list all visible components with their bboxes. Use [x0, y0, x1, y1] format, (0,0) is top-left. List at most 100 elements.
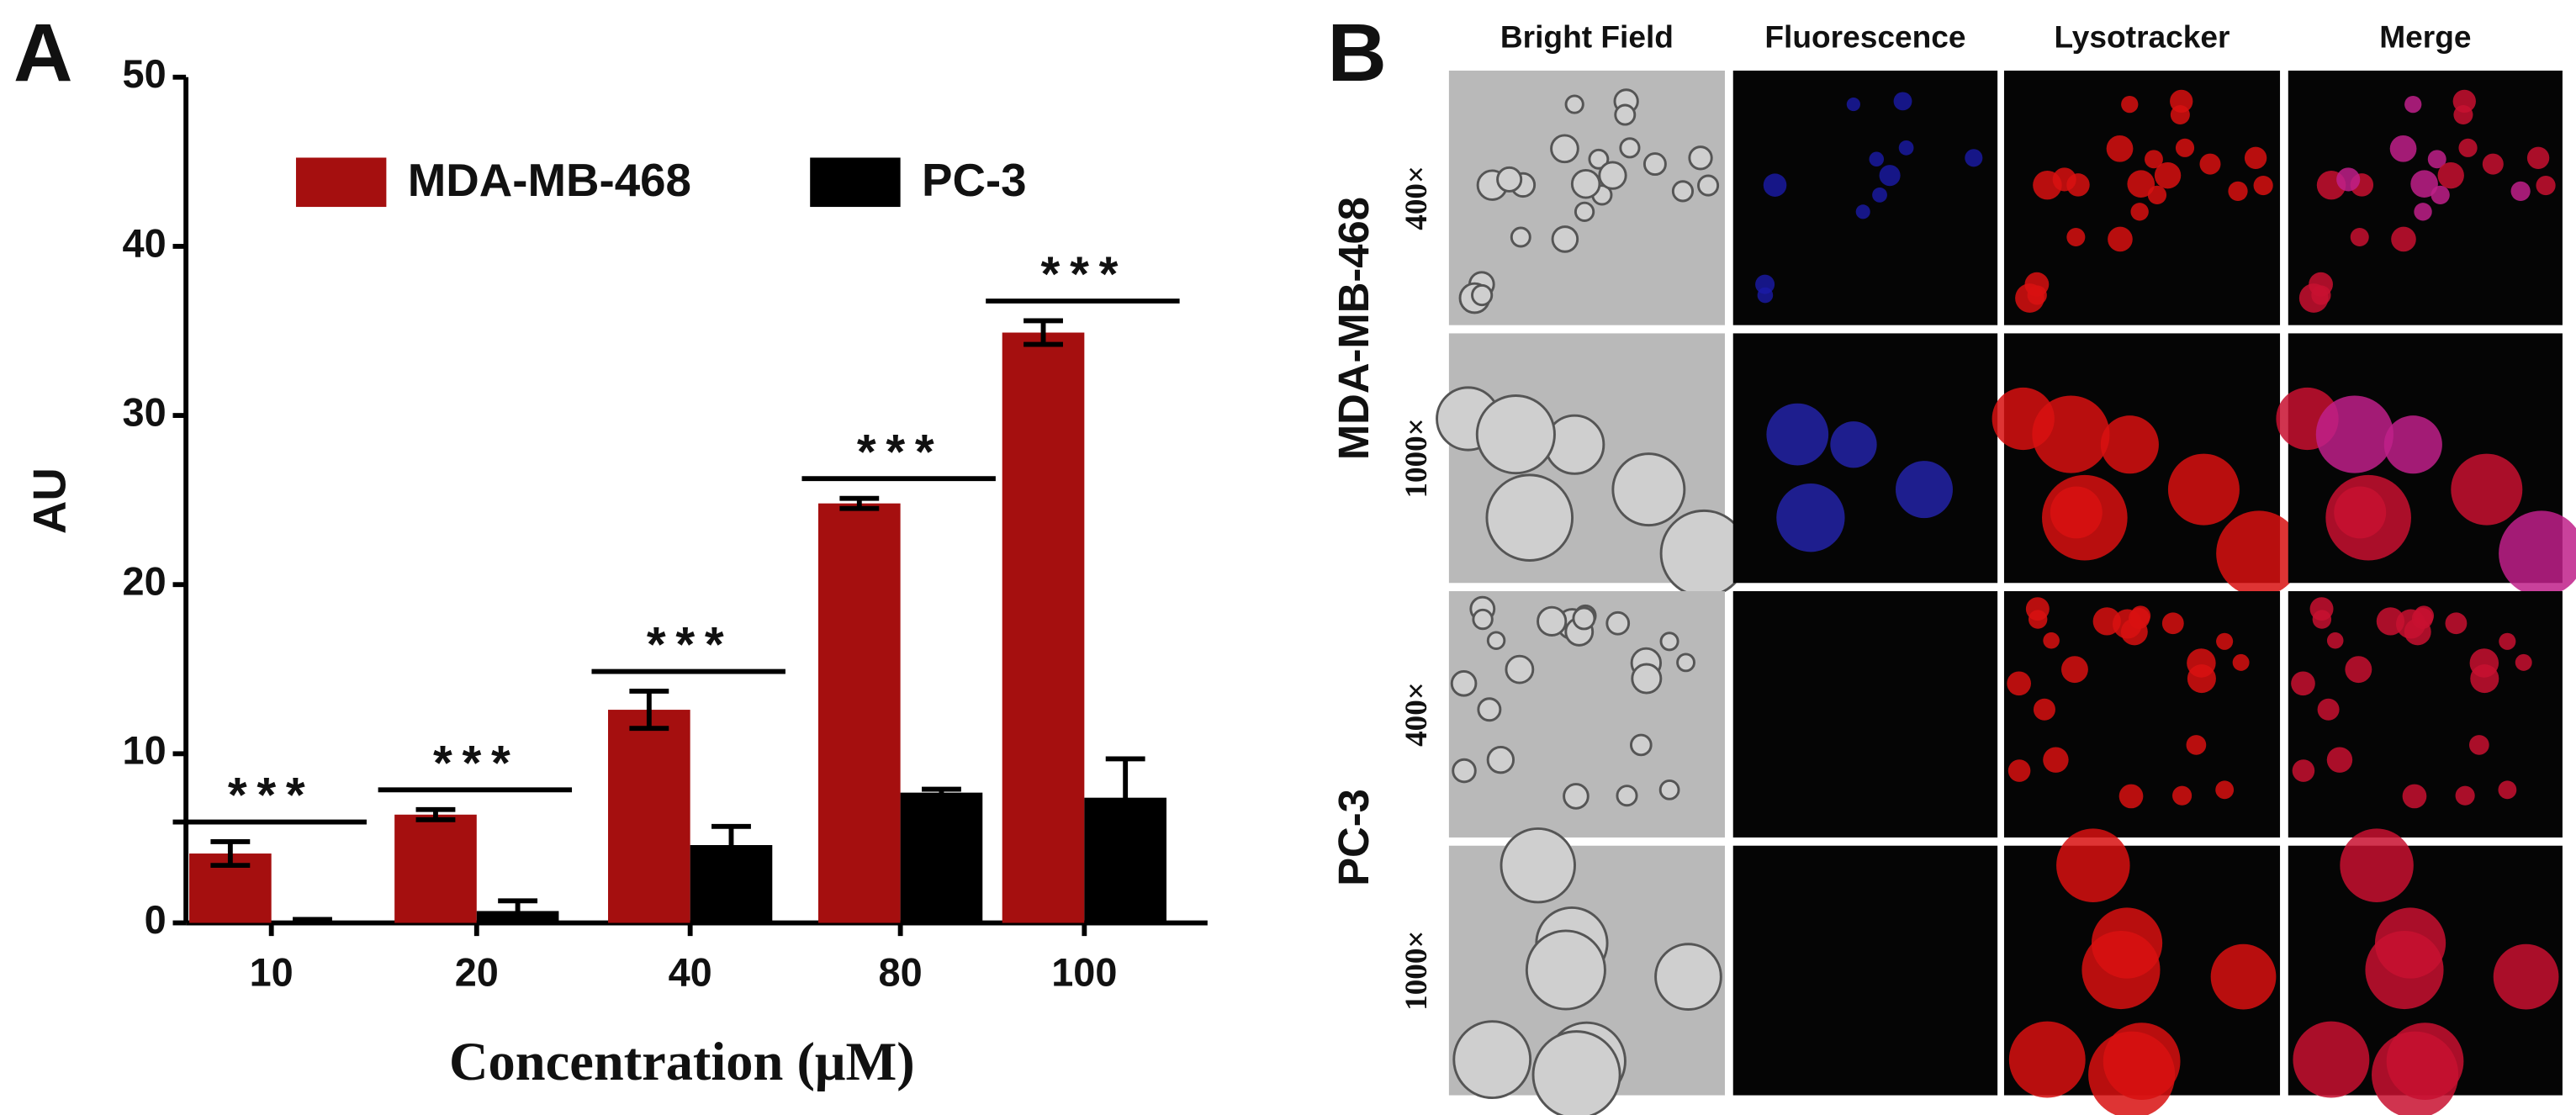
x-tick-label: 20 — [455, 950, 499, 994]
cell — [2383, 415, 2442, 474]
micrograph — [1448, 70, 1725, 325]
cell — [2365, 930, 2444, 1010]
cell — [1697, 174, 1720, 197]
bar — [1002, 332, 1085, 923]
cell — [2411, 607, 2433, 629]
cell — [2008, 1021, 2086, 1098]
cell — [2292, 759, 2315, 782]
cell — [1531, 1030, 1621, 1115]
cell — [2410, 170, 2438, 198]
cell — [2404, 95, 2422, 114]
micrograph — [1732, 845, 1998, 1096]
cell — [2482, 153, 2504, 175]
cell — [2315, 395, 2394, 473]
significance-label: *** — [647, 618, 734, 673]
column-header: Bright Field — [1500, 19, 1674, 55]
cell — [1830, 421, 1877, 468]
error-bar — [293, 917, 332, 926]
cell — [1898, 140, 1914, 156]
cell — [2291, 671, 2315, 696]
cell — [2345, 656, 2372, 684]
bar — [900, 792, 983, 923]
cell — [2402, 784, 2427, 809]
panel-label: B — [1327, 7, 1387, 98]
cell — [2144, 150, 2163, 169]
cell — [1658, 779, 1680, 801]
cell — [1525, 929, 1606, 1011]
cell — [2317, 698, 2340, 721]
column-header: Lysotracker — [2055, 19, 2230, 55]
y-axis-title: AU — [23, 468, 75, 534]
cell — [1630, 733, 1653, 757]
cell — [2515, 653, 2532, 671]
cell — [2088, 1031, 2176, 1115]
cell — [2391, 226, 2416, 252]
bar — [608, 710, 690, 923]
cell — [2340, 828, 2414, 902]
cell — [2468, 735, 2489, 755]
magnification-label: 400× — [1399, 166, 1434, 230]
cell — [2244, 146, 2267, 169]
cell — [1588, 148, 1610, 170]
cell — [2128, 607, 2150, 629]
cell — [1537, 605, 1568, 637]
cell — [1619, 137, 1641, 159]
group-label: PC-3 — [1330, 789, 1378, 886]
cell — [2350, 228, 2369, 246]
y-tick-label: 0 — [145, 898, 167, 942]
micrograph — [2003, 828, 2281, 1115]
cell — [1671, 180, 1695, 203]
error-bar — [1105, 756, 1145, 839]
cell — [1496, 166, 1523, 193]
cell — [1510, 226, 1531, 248]
cell — [2228, 181, 2248, 201]
error-bar — [629, 689, 669, 732]
legend-swatch — [810, 157, 901, 208]
significance-label: *** — [857, 425, 944, 479]
error-bar — [839, 495, 880, 511]
x-tick-label: 10 — [250, 950, 294, 994]
cell — [2311, 285, 2331, 305]
cell — [2081, 930, 2161, 1010]
cell — [1846, 97, 1860, 112]
x-axis-title: Concentration (μM) — [449, 1032, 915, 1091]
error-bar — [210, 839, 251, 869]
cell — [1757, 287, 1774, 304]
cell — [2499, 632, 2516, 650]
cell — [1855, 204, 1870, 219]
cell — [2172, 785, 2193, 806]
image-background — [1732, 845, 1998, 1096]
cell — [2052, 167, 2076, 192]
cell — [2066, 228, 2086, 246]
cell — [2498, 780, 2517, 800]
micrograph — [1732, 333, 1998, 584]
y-tick-label: 50 — [123, 52, 167, 96]
cell — [2414, 203, 2432, 221]
cell — [1551, 225, 1579, 253]
cell — [2033, 698, 2055, 721]
cell — [2427, 150, 2446, 169]
column-header: Fluorescence — [1764, 19, 1965, 55]
legend-swatch — [295, 157, 387, 208]
cell — [2336, 167, 2361, 192]
cell — [1654, 943, 1722, 1011]
bar — [394, 814, 477, 923]
cell — [2453, 105, 2473, 125]
cell — [1564, 94, 1584, 114]
cell — [1486, 746, 1515, 774]
cell — [1965, 149, 1983, 167]
cell — [2187, 664, 2216, 694]
cell — [1659, 631, 1679, 652]
cell — [2007, 671, 2031, 696]
cell — [2170, 105, 2190, 125]
cell — [1500, 827, 1576, 904]
cell — [1676, 653, 1695, 673]
cell — [1766, 403, 1829, 466]
panel-label: A — [13, 7, 73, 98]
cell — [2326, 631, 2344, 649]
image-background — [1732, 591, 1998, 838]
x-tick-label: 40 — [669, 950, 712, 994]
cell — [1869, 151, 1885, 167]
